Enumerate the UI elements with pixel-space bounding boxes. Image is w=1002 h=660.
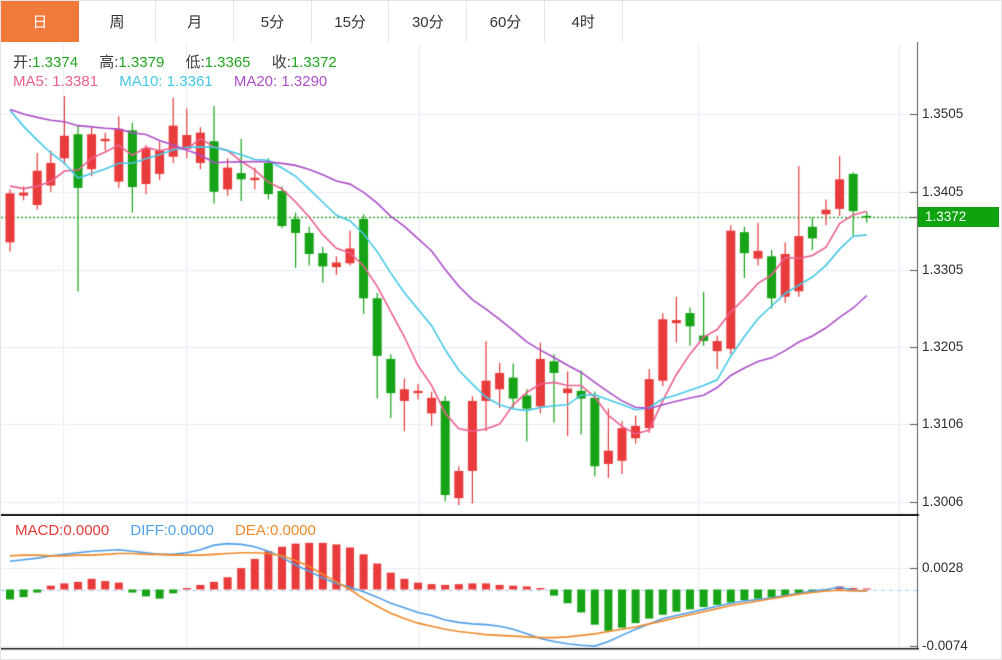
open-label: 开: (13, 54, 33, 71)
tab-week[interactable]: 周 (79, 1, 157, 42)
macd-value: 0.0000 (63, 522, 110, 539)
ma10-label: MA10: (119, 73, 163, 90)
diff-value: 0.0000 (167, 522, 214, 539)
ma20-label: MA20: (233, 73, 278, 90)
price-axis-label: 1.3505 (922, 106, 964, 121)
close-label: 收: (271, 54, 291, 71)
tab-day[interactable]: 日 (1, 1, 79, 42)
tab-30min[interactable]: 30分 (389, 1, 468, 42)
tab-4hour[interactable]: 4时 (545, 1, 623, 42)
low-value: 1.3365 (204, 54, 251, 71)
high-value: 1.3379 (118, 54, 165, 71)
macd-indicator-chart[interactable] (1, 516, 1001, 659)
tab-15min[interactable]: 15分 (312, 1, 390, 42)
high-label: 高: (99, 54, 119, 71)
price-axis-label: 1.3205 (922, 339, 964, 355)
main-candlestick-chart[interactable] (1, 42, 1001, 516)
price-axis-label: 1.3106 (922, 416, 964, 432)
price-axis-label: 1.3006 (922, 494, 964, 510)
dea-label: DEA: (234, 522, 270, 539)
ma-readout: MA5: 1.3381 MA10: 1.3361 MA20: 1.3290 (13, 73, 344, 90)
price-axis-label: 1.3405 (922, 183, 964, 199)
open-value: 1.3374 (32, 54, 79, 71)
low-label: 低: (185, 54, 205, 71)
ma5-label: MA5: (13, 73, 49, 90)
close-value: 1.3372 (290, 54, 337, 71)
last-price-tag: 1.3372 (918, 207, 999, 228)
macd-label: MACD: (15, 522, 64, 539)
tab-5min[interactable]: 5分 (234, 1, 312, 42)
diff-label: DIFF: (130, 522, 168, 539)
tab-month[interactable]: 月 (156, 1, 235, 42)
timeframe-tabbar: 日周月 5分 15分 30分 60分 4时 (1, 1, 1001, 43)
ma5-value: 1.3381 (52, 73, 99, 90)
macd-axis-label: -0.0074 (922, 638, 968, 654)
ma20-value: 1.3290 (281, 73, 328, 90)
macd-axis-label: 0.0028 (922, 560, 964, 576)
dea-value: 0.0000 (269, 522, 316, 539)
price-axis-label: 1.3305 (922, 261, 964, 277)
macd-readout: MACD:0.0000 DIFF:0.0000 DEA:0.0000 (15, 522, 333, 539)
ohlc-readout: 开:1.3374 高:1.3379 低:1.3365 收:1.3372 (13, 51, 354, 72)
tab-60min[interactable]: 60分 (467, 1, 545, 42)
ma10-value: 1.3361 (166, 73, 213, 90)
